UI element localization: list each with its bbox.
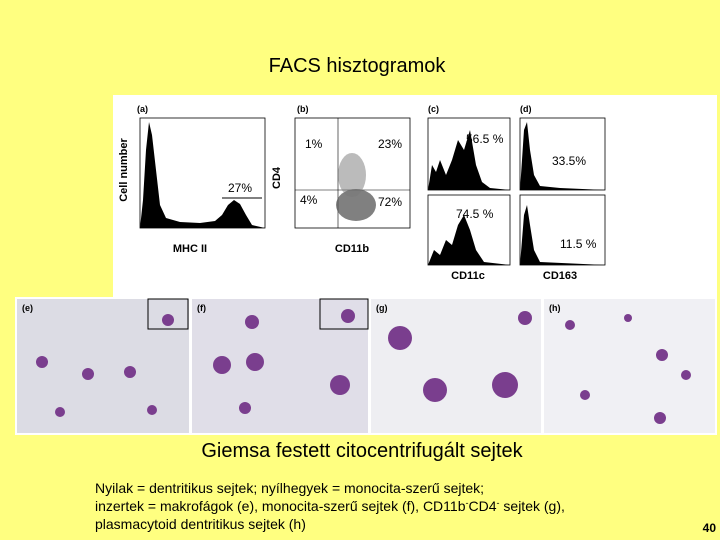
- panel-label: (e): [22, 303, 33, 313]
- dot-cloud: [338, 153, 366, 197]
- percentage: 23%: [378, 137, 402, 151]
- percentage: 74.5 %: [456, 207, 494, 221]
- footnote-line: inzertek = makrofágok (e), monocita-szer…: [95, 498, 565, 514]
- text: sejtek (g),: [500, 498, 565, 514]
- plot-frame: [294, 117, 411, 229]
- panel-label: (g): [376, 303, 388, 313]
- superscript: -: [497, 498, 500, 508]
- text: inzertek = makrofágok (e), monocita-szer…: [95, 498, 466, 514]
- panel-label: (h): [549, 303, 561, 313]
- histogram: [428, 215, 510, 265]
- axis-label: CD11b: [335, 243, 370, 255]
- percentage: 1%: [305, 137, 323, 151]
- superscript: -: [466, 498, 469, 508]
- axis-label: CD4: [271, 166, 283, 189]
- axis-label: CD11c: [451, 270, 485, 282]
- inset-frame: [147, 298, 189, 330]
- page-number: 40: [703, 521, 717, 535]
- facs-figure: [113, 95, 717, 297]
- dot-cloud: [336, 189, 376, 221]
- axis-label: Cell number: [118, 138, 130, 202]
- cells: [36, 309, 691, 424]
- text: CD4: [469, 498, 497, 514]
- percentage: 4%: [300, 193, 318, 207]
- histogram: [428, 130, 510, 190]
- histogram: [520, 205, 605, 265]
- panel-label: (c): [428, 104, 439, 114]
- percentage: 11.5 %: [560, 237, 597, 251]
- caption: Giemsa festett citocentrifugált sejtek: [201, 440, 523, 462]
- percentage: 33.5%: [552, 154, 586, 168]
- footnote: Nyilak = dentritikus sejtek; nyílhegyek …: [95, 480, 565, 532]
- panel-label: (b): [297, 104, 309, 114]
- histogram: [140, 122, 265, 228]
- panel-label: (d): [520, 104, 532, 114]
- histogram: [520, 122, 605, 190]
- percentage: 72%: [378, 195, 402, 209]
- footnote-line: plasmacytoid dentritikus sejtek (h): [95, 516, 306, 532]
- panel-label: (a): [137, 104, 148, 114]
- axis-label: MHC II: [173, 243, 207, 255]
- axis-label: CD163: [543, 270, 577, 282]
- micro-panel: [371, 299, 541, 433]
- footnote-line: Nyilak = dentritikus sejtek; nyílhegyek …: [95, 480, 484, 496]
- inset-frame: [319, 298, 369, 330]
- percentage: 27%: [228, 181, 252, 195]
- panel-label: (f): [197, 303, 206, 313]
- title: FACS hisztogramok: [269, 55, 447, 77]
- percentage: 56.5 %: [466, 132, 504, 146]
